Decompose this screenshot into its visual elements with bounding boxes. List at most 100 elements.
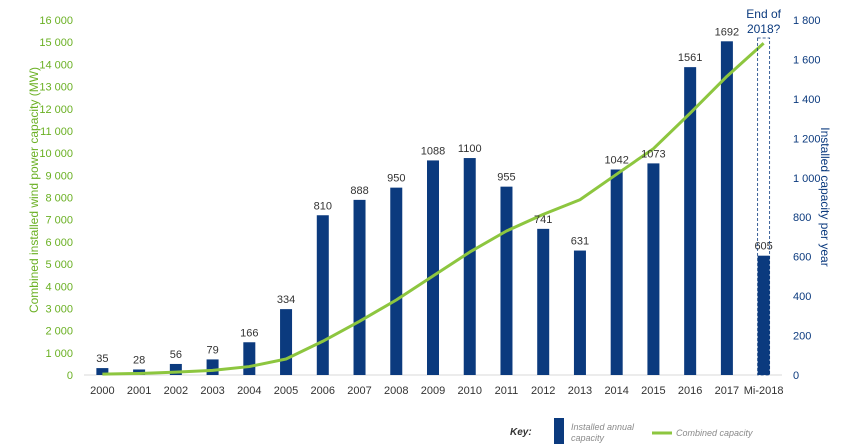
y-left-tick: 4 000 — [45, 281, 73, 293]
end-of-2018-box — [757, 37, 771, 376]
y-right-tick: 0 — [793, 370, 799, 382]
legend-bar-label-line-2: capacity — [571, 433, 605, 443]
x-tick-2000: 2000 — [90, 385, 114, 397]
data-label-2001: 28 — [133, 354, 145, 366]
bar-2012 — [537, 228, 550, 375]
x-tick-2005: 2005 — [274, 385, 298, 397]
y-left-tick: 16 000 — [39, 15, 73, 27]
x-tick-2004: 2004 — [237, 385, 261, 397]
y-axis-right: 0 200 400 600 800 1 000 1 200 1 400 1 600 1 800 — [793, 15, 821, 382]
x-tick-Mi-2018: Mi-2018 — [744, 385, 784, 397]
combined-capacity-line — [102, 42, 765, 376]
data-label-2014: 1042 — [604, 154, 628, 166]
y-right-tick: 600 — [793, 252, 811, 264]
y-right-tick: 1 200 — [793, 133, 821, 145]
y-left-tick: 15 000 — [39, 37, 73, 49]
data-labels: 35 28 56 79 166 334 810 888 950 1088 1100 955 741 631… — [96, 26, 773, 366]
x-tick-2001: 2001 — [127, 385, 151, 397]
data-label-2015: 1073 — [641, 148, 665, 160]
data-label-2004: 166 — [240, 327, 258, 339]
legend-bar-label-line-1: Installed annual — [571, 422, 635, 432]
bar-2013 — [573, 250, 586, 375]
x-tick-2007: 2007 — [347, 385, 371, 397]
bar-2008 — [390, 187, 403, 375]
annotation-line-1: End of — [746, 7, 781, 21]
y-left-tick: 14 000 — [39, 59, 73, 71]
bar-2015 — [647, 163, 660, 375]
x-tick-2016: 2016 — [678, 385, 702, 397]
data-label-2010: 1100 — [458, 143, 482, 155]
x-tick-2015: 2015 — [641, 385, 665, 397]
x-tick-2013: 2013 — [568, 385, 592, 397]
y-right-tick: 1 800 — [793, 15, 821, 27]
y-left-tick: 12 000 — [39, 104, 73, 116]
y-right-tick: 1 000 — [793, 173, 821, 185]
bar-2017 — [720, 41, 733, 376]
y-right-tick: 400 — [793, 291, 811, 303]
x-tick-2006: 2006 — [311, 385, 335, 397]
data-label-2000: 35 — [96, 353, 108, 365]
bar-2010 — [463, 158, 476, 375]
data-label-2017: 1692 — [715, 26, 739, 38]
combined-line — [102, 42, 765, 376]
data-label-Mi-2018: 605 — [754, 241, 772, 253]
data-label-2002: 56 — [170, 349, 182, 361]
bar-2002 — [169, 363, 182, 375]
x-tick-2002: 2002 — [164, 385, 188, 397]
data-label-2007: 888 — [350, 185, 368, 197]
y-left-tick: 13 000 — [39, 82, 73, 94]
data-label-2009: 1088 — [421, 145, 445, 157]
data-label-2005: 334 — [277, 294, 295, 306]
legend-bar-swatch — [554, 418, 564, 444]
bar-2000 — [96, 368, 109, 375]
legend-title: Key: — [510, 427, 532, 438]
data-label-2003: 79 — [206, 344, 218, 356]
legend: Key: Installed annual capacity Combined … — [510, 418, 753, 444]
data-label-2016: 1561 — [678, 52, 702, 64]
x-tick-2012: 2012 — [531, 385, 555, 397]
y-left-tick: 0 — [67, 370, 73, 382]
y-left-tick: 9 000 — [45, 170, 73, 182]
x-tick-2010: 2010 — [457, 385, 481, 397]
bar-2014 — [610, 169, 623, 375]
bar-2005 — [280, 309, 293, 375]
y-left-tick: 7 000 — [45, 215, 73, 227]
data-label-2012: 741 — [534, 214, 552, 226]
data-label-2006: 810 — [314, 200, 332, 212]
data-label-2013: 631 — [571, 236, 589, 248]
y-axis-left: 0 1 000 2 000 3 000 4 000 5 000 6 000 7 000 8 00… — [39, 15, 73, 382]
y-left-tick: 11 000 — [40, 126, 73, 138]
y-axis-right-title: Installed capacity per year — [818, 127, 832, 266]
bar-2007 — [353, 199, 366, 375]
x-tick-2017: 2017 — [715, 385, 739, 397]
x-axis: 2000 2001 2002 2003 2004 2005 2006 2007 2008 2009… — [90, 385, 783, 397]
x-tick-2008: 2008 — [384, 385, 408, 397]
bar-2004 — [243, 342, 256, 375]
y-right-tick: 1 600 — [793, 54, 821, 66]
y-left-tick: 5 000 — [45, 259, 73, 271]
y-right-tick: 1 400 — [793, 94, 821, 106]
x-tick-2009: 2009 — [421, 385, 445, 397]
y-left-tick: 6 000 — [45, 237, 73, 249]
legend-line-label: Combined capacity — [676, 428, 753, 438]
bar-2009 — [427, 160, 439, 375]
bar-2016 — [684, 67, 697, 375]
data-label-2008: 950 — [387, 173, 405, 185]
bar-2003 — [206, 359, 219, 375]
y-left-tick: 3 000 — [45, 303, 73, 315]
x-tick-2014: 2014 — [604, 385, 628, 397]
bar-2006 — [316, 215, 329, 375]
y-left-tick: 10 000 — [39, 148, 73, 160]
y-axis-left-title: Combined installed wind power capacity (… — [27, 67, 41, 313]
bar-Mi-2018 — [757, 255, 770, 375]
bars — [96, 41, 770, 376]
y-left-tick: 8 000 — [45, 193, 73, 205]
x-tick-2011: 2011 — [495, 385, 519, 397]
end-of-2018-annotation: End of 2018? — [746, 7, 782, 376]
y-left-tick: 2 000 — [45, 326, 73, 338]
y-right-tick: 200 — [793, 331, 811, 343]
y-right-tick: 800 — [793, 212, 811, 224]
bar-2011 — [500, 186, 513, 375]
y-left-tick: 1 000 — [45, 348, 73, 360]
